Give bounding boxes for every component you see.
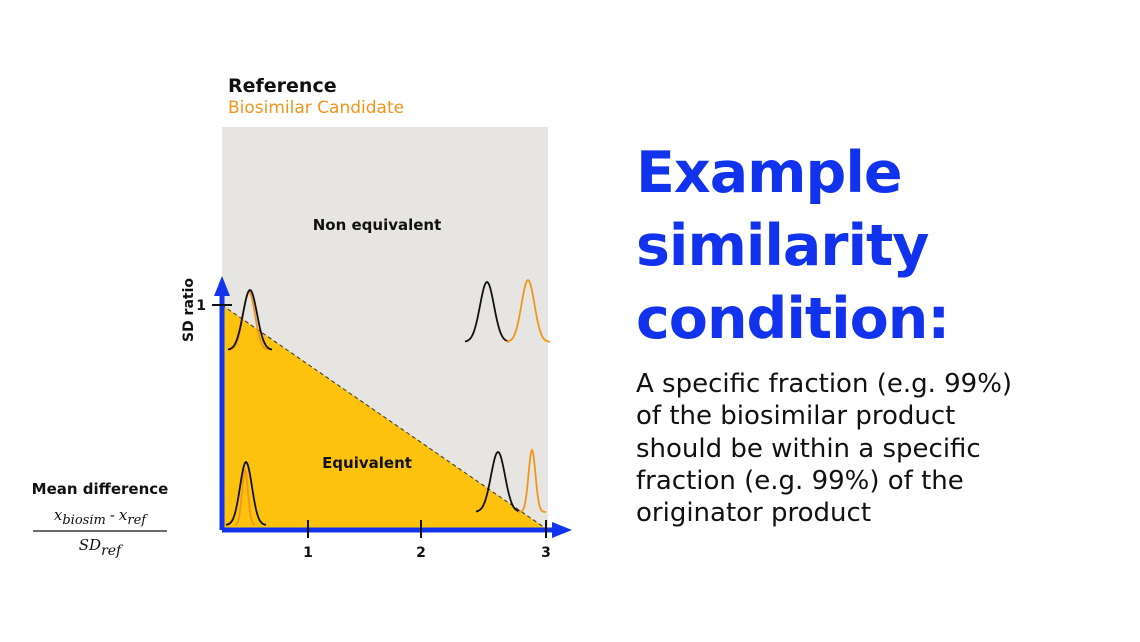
body-line: should be within a specific — [636, 434, 981, 464]
legend-candidate: Biosimilar Candidate — [228, 98, 404, 118]
x-tick-label: 1 — [303, 545, 313, 561]
formula-denominator: SDref — [79, 536, 124, 559]
bell-curve — [518, 448, 546, 513]
body-line: originator product — [636, 498, 871, 528]
bell-curve — [464, 280, 510, 343]
boundary-line — [221, 304, 549, 531]
body-line: A specific fraction (e.g. 99%) — [636, 369, 1012, 399]
body-line: fraction (e.g. 99%) of the — [636, 466, 964, 496]
subscript: ref — [101, 543, 124, 559]
legend-reference: Reference — [228, 75, 337, 97]
subscript: ref — [127, 513, 148, 528]
heading-line: Example — [636, 140, 902, 206]
heading-line: similarity — [636, 213, 929, 279]
x-axis-label: Mean difference — [32, 480, 169, 498]
bell-curve — [475, 450, 521, 513]
y-tick-label: 1 — [196, 298, 206, 314]
body-line: of the biosimilar product — [636, 401, 955, 431]
bell-curve — [227, 288, 273, 351]
x-tick-label: 3 — [541, 545, 551, 561]
symbol: SD — [79, 536, 101, 554]
bell-curve — [225, 460, 267, 526]
distribution-curves — [225, 278, 551, 526]
x-axis-arrow — [552, 522, 572, 538]
symbol: x — [54, 506, 63, 524]
heading-line: condition: — [636, 286, 949, 352]
symbol: x — [119, 506, 128, 524]
bell-curve — [234, 468, 256, 526]
subscript: biosim — [62, 513, 105, 528]
x-tick-label: 2 — [416, 545, 426, 561]
y-axis-arrow — [214, 276, 230, 296]
region-label: Equivalent — [322, 454, 412, 472]
y-axis-label: SD ratio — [181, 278, 197, 342]
bell-curve — [505, 278, 551, 343]
operator: - — [110, 506, 115, 524]
region-label: Non equivalent — [313, 216, 442, 234]
formula-numerator: xbiosim - xref — [54, 506, 148, 528]
